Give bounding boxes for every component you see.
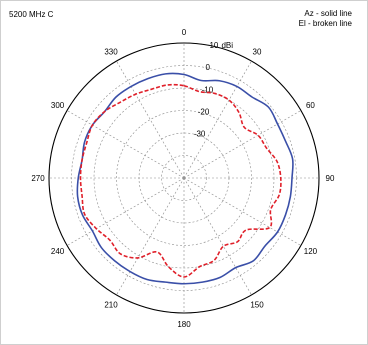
angle-spoke-1	[183, 60, 252, 179]
angle-spoke-5	[183, 177, 252, 296]
radial-tick-label-4: 0	[206, 63, 211, 72]
polar-outer-boundary	[48, 42, 320, 314]
radial-unit-label: dBi	[221, 41, 233, 50]
angle-tick-label-6: 180	[177, 320, 191, 329]
angle-tick-label-11: 330	[104, 48, 118, 57]
angle-spoke-10	[66, 110, 185, 179]
angle-spoke-4	[183, 177, 302, 246]
angle-spoke-7	[116, 177, 185, 296]
angle-tick-label-2: 60	[306, 101, 315, 110]
angle-tick-label-10: 300	[51, 101, 65, 110]
angle-spoke-2	[183, 110, 302, 179]
angle-tick-label-1: 30	[253, 48, 262, 57]
legend-entry-el: El - broken line	[298, 19, 352, 28]
radial-tick-label-1: -30	[194, 130, 206, 139]
radial-tick-label-3: -10	[202, 85, 214, 94]
angle-tick-label-0: 0	[182, 28, 187, 37]
angle-spoke-8	[66, 177, 185, 246]
radial-grid-circle-2	[116, 110, 252, 246]
angle-tick-label-8: 240	[51, 247, 65, 256]
angle-tick-label-3: 90	[326, 174, 335, 183]
chart-title: 5200 MHz C	[9, 10, 54, 19]
radial-grid-circle-0	[161, 155, 207, 201]
series-line-el	[79, 83, 282, 278]
radial-tick-label-5: 10	[209, 41, 218, 50]
angle-spoke-11	[116, 60, 185, 179]
angle-tick-label-5: 150	[250, 300, 264, 309]
angle-tick-label-9: 270	[31, 174, 45, 183]
angle-tick-label-7: 210	[104, 300, 118, 309]
legend: Az - solid line El - broken line	[299, 9, 352, 29]
angle-tick-label-4: 120	[304, 247, 318, 256]
legend-entry-az: Az - solid line	[304, 9, 352, 18]
radial-tick-label-2: -20	[198, 108, 210, 117]
